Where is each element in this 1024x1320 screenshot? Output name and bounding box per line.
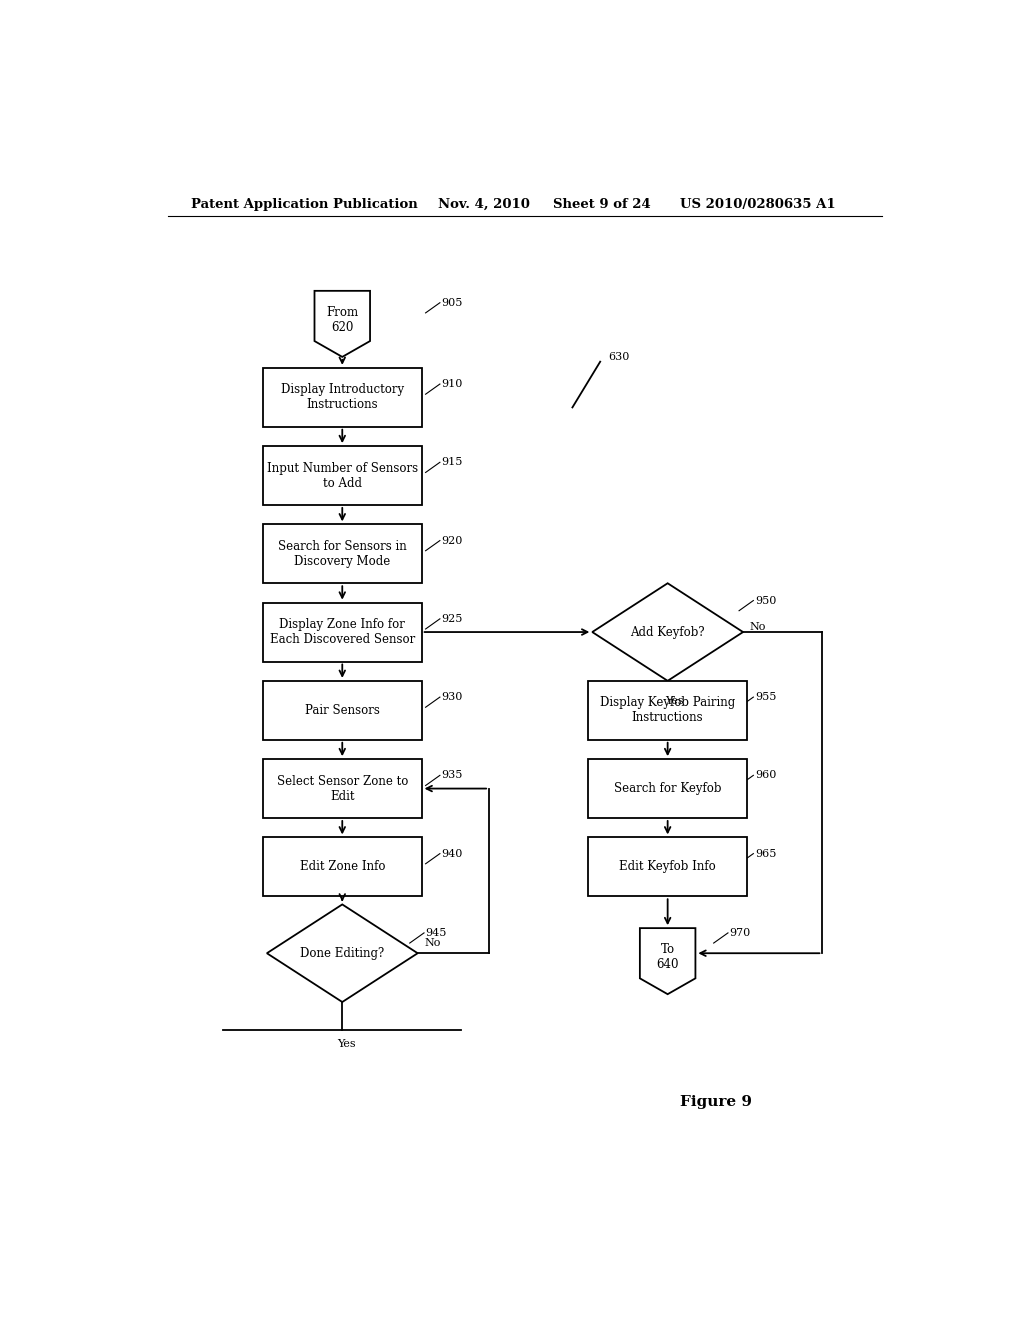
Text: 905: 905 [441,298,463,308]
Polygon shape [640,928,695,994]
Text: Edit Zone Info: Edit Zone Info [300,861,385,874]
Text: Search for Keyfob: Search for Keyfob [614,781,721,795]
Text: 925: 925 [441,614,463,624]
Bar [263,524,422,583]
Text: Sheet 9 of 24: Sheet 9 of 24 [553,198,650,211]
Text: Nov. 4, 2010: Nov. 4, 2010 [437,198,529,211]
Text: 945: 945 [426,928,446,939]
Bar [263,446,422,506]
Text: To
640: To 640 [656,944,679,972]
Text: Display Keyfob Pairing
Instructions: Display Keyfob Pairing Instructions [600,697,735,725]
Bar [263,681,422,739]
Text: US 2010/0280635 A1: US 2010/0280635 A1 [680,198,836,211]
Text: 965: 965 [755,849,776,858]
Text: No: No [750,622,766,632]
Text: 935: 935 [441,771,463,780]
Text: Display Introductory
Instructions: Display Introductory Instructions [281,383,403,412]
Bar [263,759,422,818]
Text: 955: 955 [755,692,776,702]
Text: 970: 970 [729,928,751,939]
Bar [588,759,748,818]
Bar [263,602,422,661]
Text: From
620: From 620 [327,306,358,334]
Bar [588,837,748,896]
Text: 910: 910 [441,379,463,389]
Text: Figure 9: Figure 9 [680,1094,752,1109]
Text: Patent Application Publication: Patent Application Publication [191,198,418,211]
Text: Yes: Yes [337,1039,355,1048]
Text: Add Keyfob?: Add Keyfob? [631,626,705,639]
Text: 930: 930 [441,692,463,702]
Text: 915: 915 [441,457,463,467]
Text: Edit Keyfob Info: Edit Keyfob Info [620,861,716,874]
Text: Search for Sensors in
Discovery Mode: Search for Sensors in Discovery Mode [278,540,407,568]
Text: Pair Sensors: Pair Sensors [305,704,380,717]
Bar [588,681,748,739]
Bar [263,368,422,426]
Polygon shape [267,904,418,1002]
Text: Input Number of Sensors
to Add: Input Number of Sensors to Add [266,462,418,490]
Text: Display Zone Info for
Each Discovered Sensor: Display Zone Info for Each Discovered Se… [269,618,415,645]
Text: Done Editing?: Done Editing? [300,946,384,960]
Text: 940: 940 [441,849,463,858]
Text: 920: 920 [441,536,463,545]
Text: 630: 630 [608,351,630,362]
Text: 950: 950 [755,595,776,606]
Bar [263,837,422,896]
Polygon shape [592,583,743,681]
Text: Yes: Yes [665,696,683,706]
Polygon shape [314,290,370,356]
Text: 960: 960 [755,771,776,780]
Text: Select Sensor Zone to
Edit: Select Sensor Zone to Edit [276,775,408,803]
Text: No: No [424,939,440,948]
